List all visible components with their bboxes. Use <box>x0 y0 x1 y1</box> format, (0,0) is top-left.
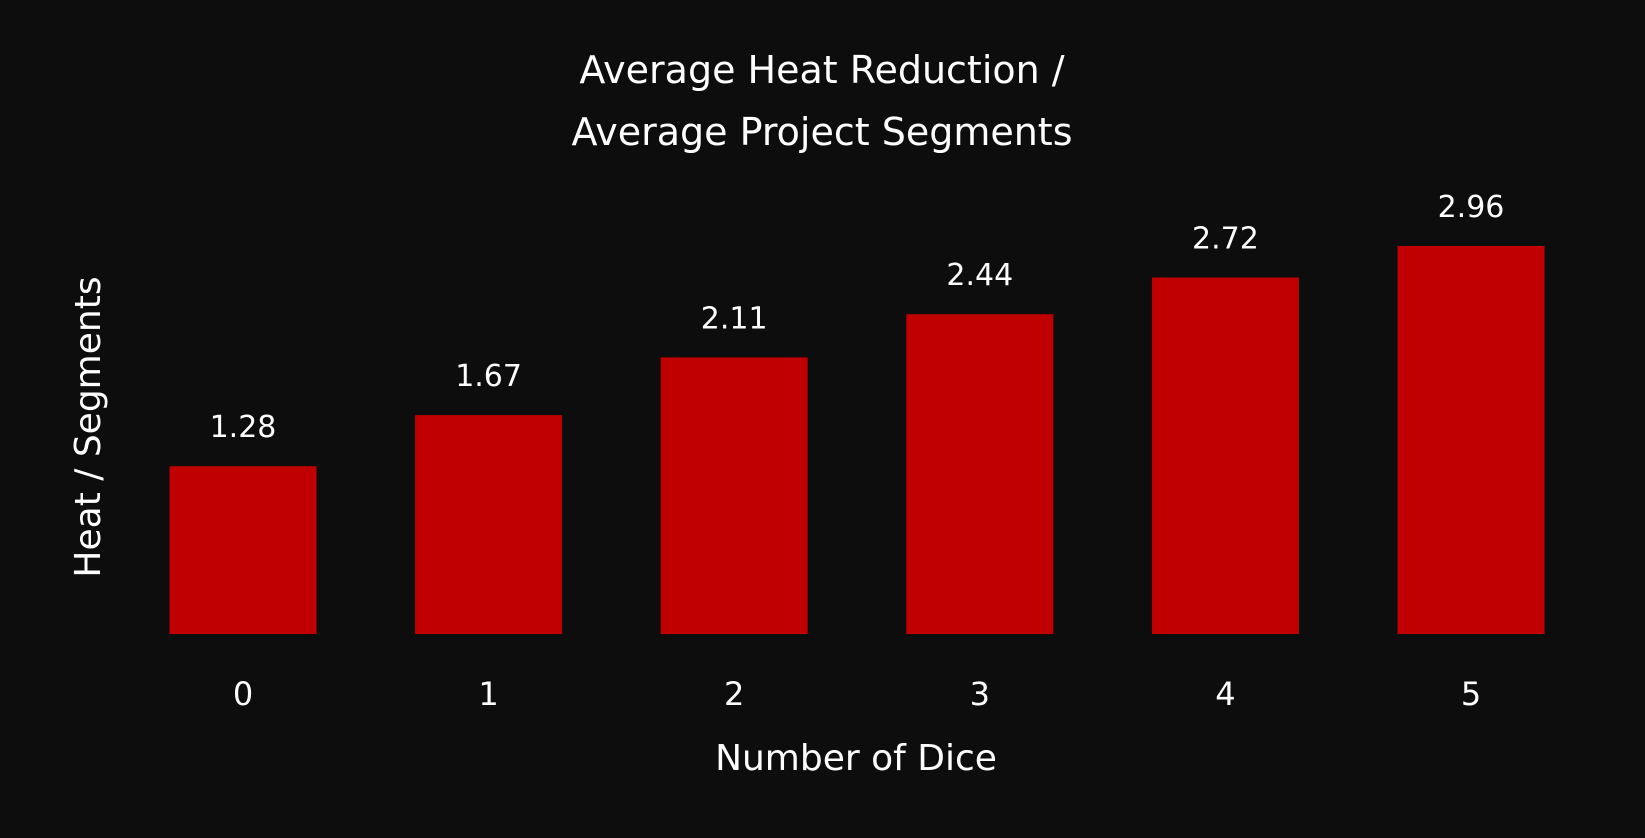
data-label-2: 2.11 <box>701 301 768 336</box>
bar-5 <box>1397 246 1545 634</box>
x-tick-label-2: 2 <box>724 675 744 713</box>
y-axis-label: Heat / Segments <box>68 276 109 577</box>
chart-title-line-2: Average Project Segments <box>571 110 1072 154</box>
data-label-3: 2.44 <box>946 258 1013 293</box>
bar-2 <box>660 357 808 634</box>
bar-1 <box>415 415 563 634</box>
data-labels-group: 1.28 1.67 2.11 2.44 2.72 2.96 <box>210 190 1505 445</box>
bar-4 <box>1151 277 1299 634</box>
bars-group <box>169 246 1545 634</box>
x-tick-label-1: 1 <box>478 675 498 713</box>
x-tick-label-5: 5 <box>1461 675 1481 713</box>
data-label-0: 1.28 <box>210 410 277 445</box>
x-tick-label-3: 3 <box>970 675 990 713</box>
data-label-1: 1.67 <box>455 359 522 394</box>
data-label-4: 2.72 <box>1192 222 1259 257</box>
chart-title-line-1: Average Heat Reduction / <box>579 48 1064 92</box>
bar-3 <box>906 314 1054 634</box>
x-tick-label-4: 4 <box>1215 675 1235 713</box>
x-tick-label-0: 0 <box>233 675 253 713</box>
data-label-5: 2.96 <box>1438 190 1505 225</box>
x-axis-label: Number of Dice <box>715 738 997 779</box>
x-tick-labels-group: 0 1 2 3 4 5 <box>233 675 1481 713</box>
bar-0 <box>169 466 317 634</box>
